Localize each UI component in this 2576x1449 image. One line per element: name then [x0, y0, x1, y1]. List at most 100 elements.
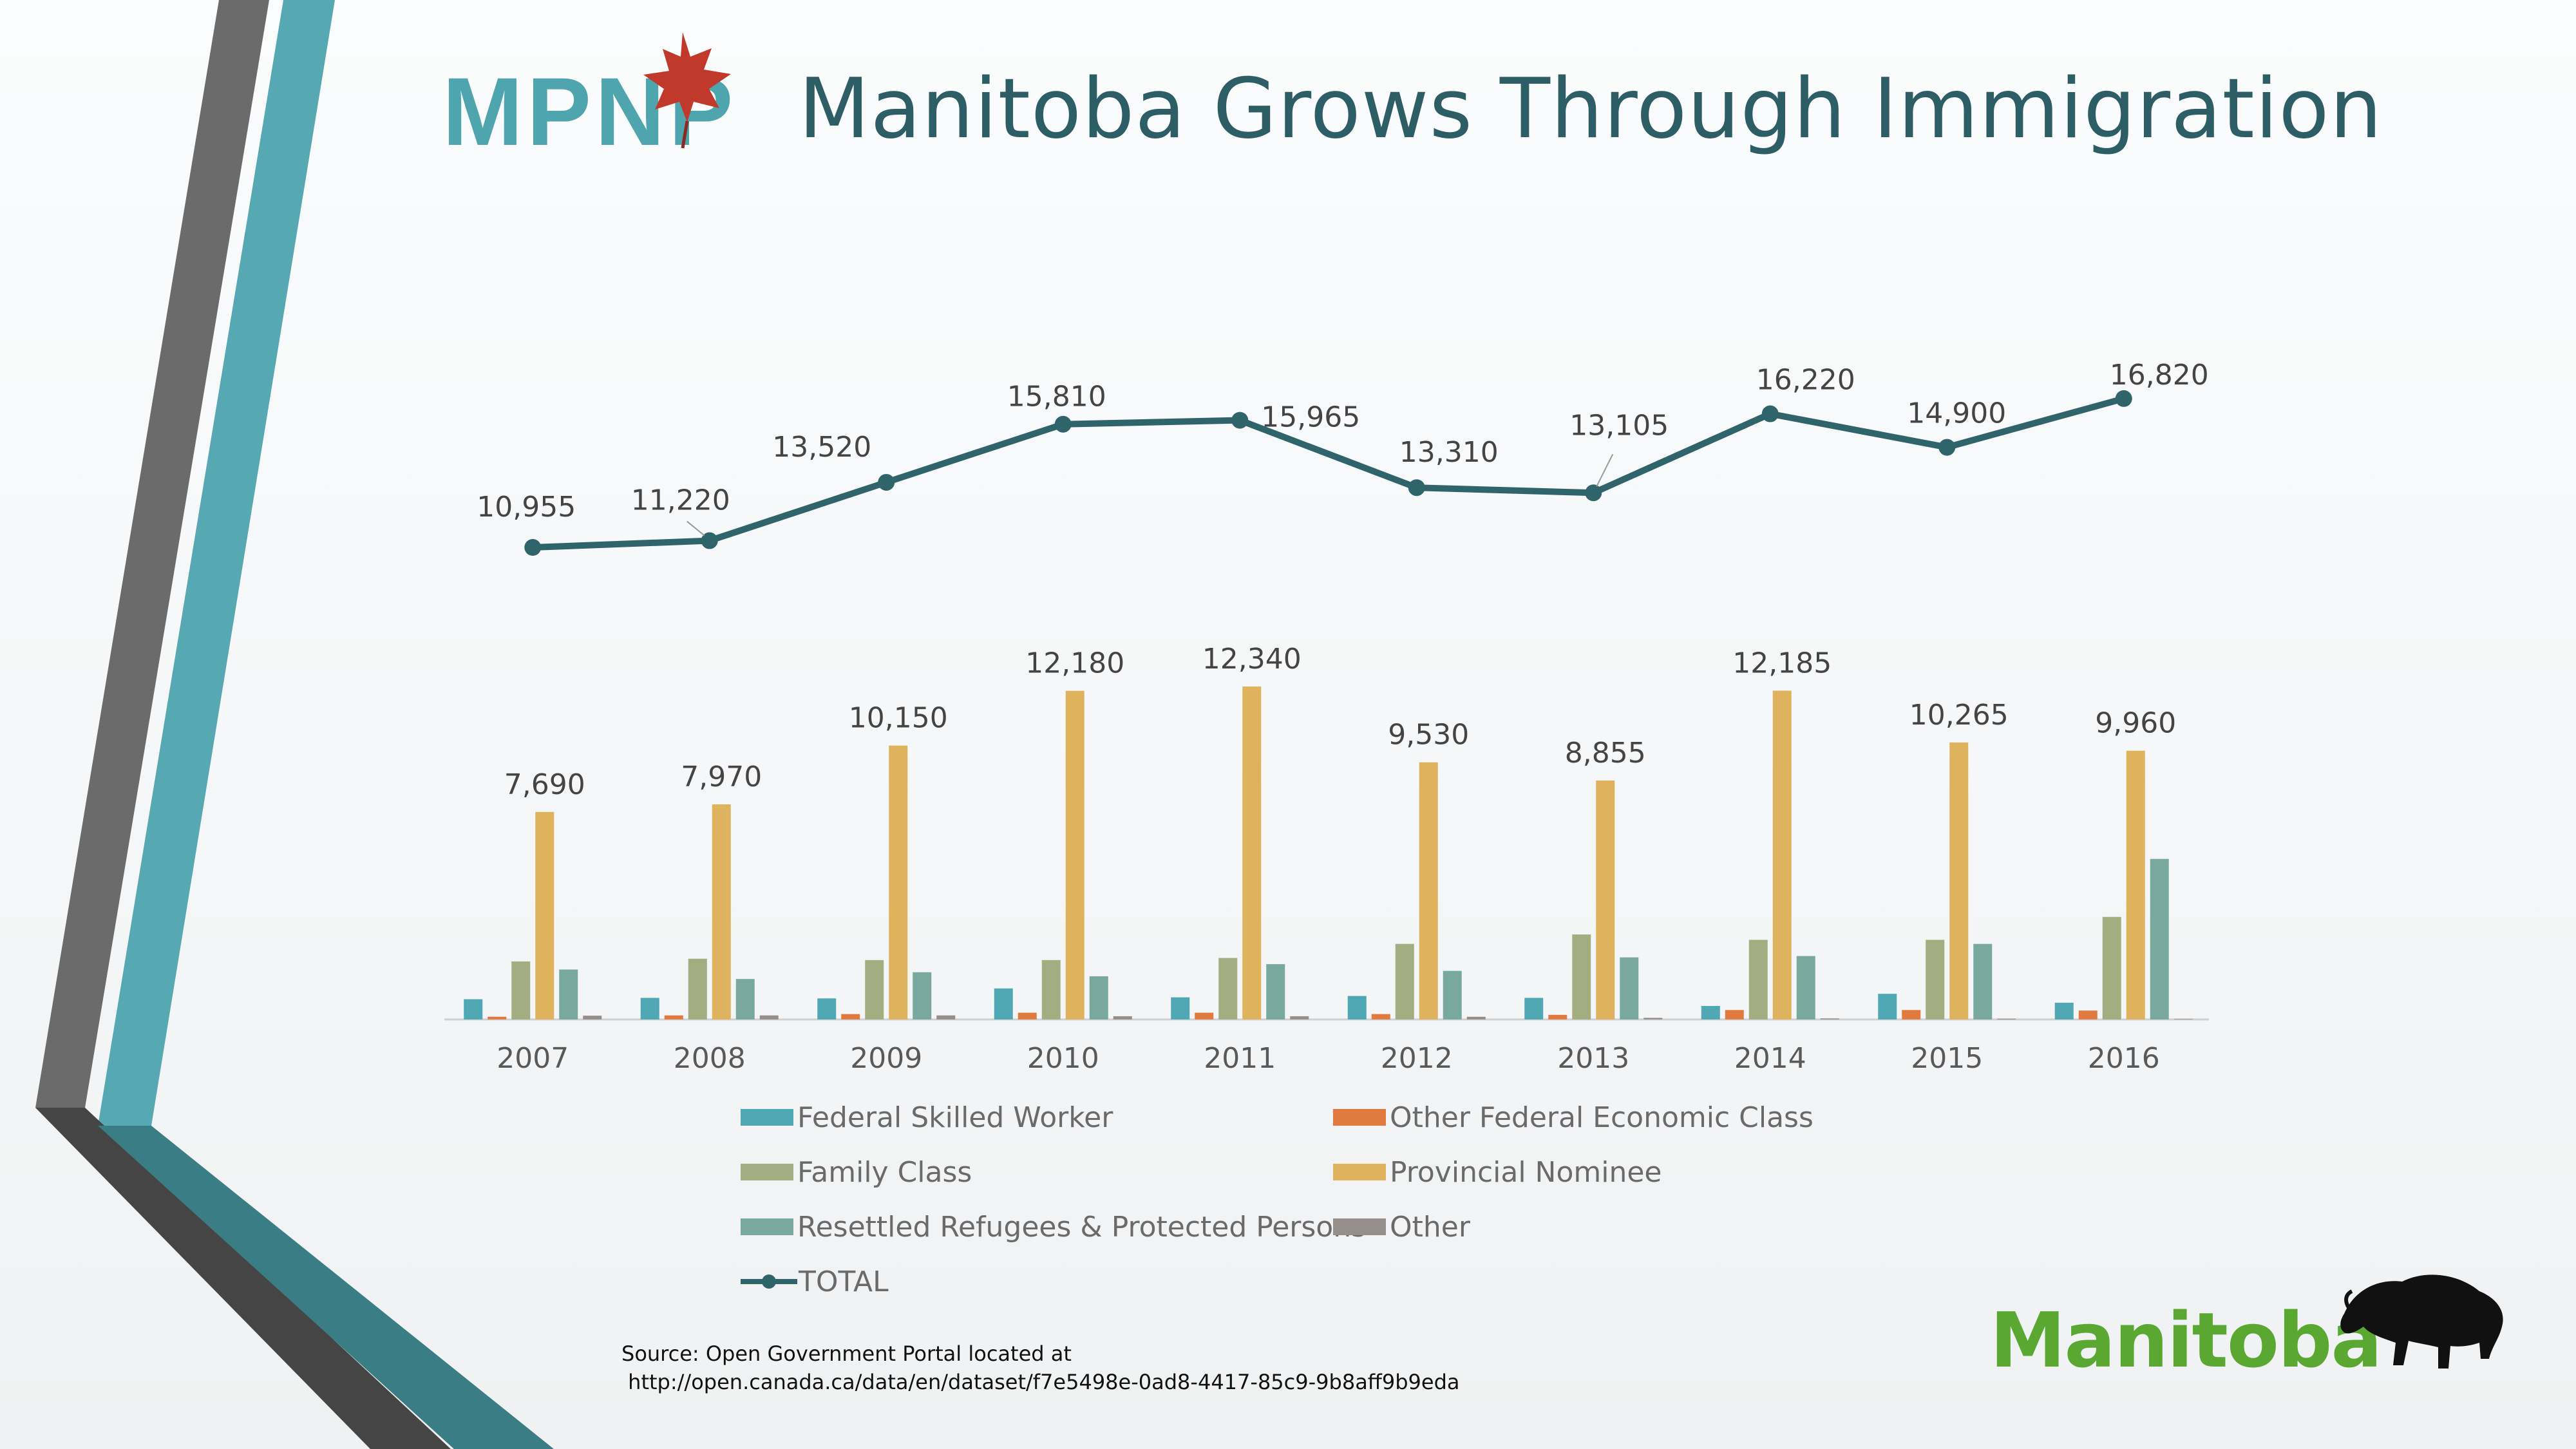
- bar-family-class-2013: [1572, 934, 1591, 1019]
- bar-other-federal-economic-class-2014: [1725, 1010, 1744, 1019]
- bar-other-2008: [759, 1015, 779, 1019]
- bar-other-federal-economic-class-2012: [1371, 1014, 1390, 1019]
- bar-other-federal-economic-class-2007: [488, 1016, 507, 1019]
- total-point-2012: [1408, 479, 1425, 497]
- total-data-label: 13,520: [772, 431, 871, 464]
- x-tick-label: 2013: [1557, 1042, 1629, 1075]
- bar-provincial-nominee-2011: [1242, 686, 1262, 1019]
- legend-label: Federal Skilled Worker: [797, 1101, 1113, 1134]
- bar-federal-skilled-worker-2009: [817, 998, 837, 1019]
- legend-label: Other Federal Economic Class: [1390, 1101, 1814, 1134]
- x-tick-label: 2007: [497, 1042, 569, 1075]
- x-tick-labels: 2007 2008 2009 2010 2011 2012 2013 2014 2015 2016: [497, 1042, 2159, 1075]
- bar-data-label: 12,180: [1025, 647, 1124, 680]
- bar-provincial-nominee-2015: [1949, 742, 1969, 1019]
- bar-provincial-nominee-2016: [2126, 750, 2145, 1019]
- bar-provincial-nominee-2008: [712, 804, 731, 1019]
- bar-federal-skilled-worker-2013: [1524, 998, 1544, 1019]
- total-point-2011: [1231, 412, 1249, 429]
- bar-federal-skilled-worker-2008: [640, 998, 659, 1019]
- bar-data-label: 10,265: [1909, 699, 2009, 732]
- bar-family-class-2010: [1041, 960, 1061, 1019]
- total-data-label: 11,220: [631, 484, 730, 517]
- bar-provincial-nominee-2013: [1596, 780, 1615, 1019]
- total-data-label: 10,955: [477, 491, 576, 524]
- bar-resettled-refugees-protected-persons-2014: [1796, 956, 1815, 1019]
- bar-other-2012: [1466, 1016, 1486, 1019]
- bars-group: [464, 686, 2193, 1019]
- bar-federal-skilled-worker-2007: [464, 999, 483, 1019]
- bar-other-federal-economic-class-2008: [664, 1015, 683, 1019]
- total-data-label: 13,105: [1569, 409, 1669, 442]
- bar-other-federal-economic-class-2013: [1548, 1014, 1567, 1019]
- legend-swatch: [741, 1218, 793, 1235]
- total-data-label: 13,310: [1399, 436, 1499, 469]
- bar-other-federal-economic-class-2010: [1018, 1012, 1037, 1019]
- bar-resettled-refugees-protected-persons-2013: [1620, 957, 1639, 1019]
- total-data-label: 16,820: [2110, 359, 2209, 392]
- total-data-label: 14,900: [1907, 397, 2006, 430]
- bar-data-label: 8,855: [1565, 737, 1646, 770]
- x-tick-label: 2009: [850, 1042, 922, 1075]
- label-leader-line: [687, 520, 705, 536]
- bar-data-label: 9,530: [1388, 719, 1469, 752]
- legend-label: Family Class: [797, 1155, 972, 1189]
- legend-label: TOTAL: [799, 1265, 889, 1298]
- bar-federal-skilled-worker-2014: [1701, 1006, 1720, 1019]
- legend-item-other-federal-economic-class: Other Federal Economic Class: [1333, 1098, 1814, 1137]
- bar-family-class-2007: [511, 961, 531, 1019]
- x-tick-label: 2016: [2088, 1042, 2160, 1075]
- bar-family-class-2008: [688, 958, 707, 1019]
- bar-family-class-2011: [1218, 958, 1238, 1019]
- legend-label: Provincial Nominee: [1390, 1155, 1662, 1189]
- bar-other-2009: [936, 1015, 956, 1019]
- manitoba-logo-text: Manitoba: [1990, 1296, 2381, 1378]
- bar-family-class-2014: [1748, 940, 1768, 1019]
- source-line-1: Source: Open Government Portal located a…: [621, 1341, 1072, 1366]
- bar-federal-skilled-worker-2015: [1878, 994, 1897, 1019]
- total-data-label: 15,810: [1007, 381, 1106, 413]
- bar-provincial-nominee-2009: [889, 745, 908, 1019]
- legend-line-swatch: [741, 1274, 797, 1289]
- legend-item-provincial-nominee: Provincial Nominee: [1333, 1153, 1662, 1191]
- legend-item-other: Other: [1333, 1208, 1470, 1246]
- bar-provincial-nominee-2014: [1772, 690, 1792, 1019]
- bar-family-class-2016: [2102, 916, 2121, 1019]
- teal-stripe-bottom: [98, 1126, 554, 1449]
- bar-federal-skilled-worker-2012: [1347, 996, 1367, 1019]
- page-title: Manitoba Grows Through Immigration: [799, 61, 2383, 157]
- x-tick-label: 2010: [1027, 1042, 1099, 1075]
- x-tick-label: 2008: [674, 1042, 746, 1075]
- total-point-2015: [1938, 439, 1956, 456]
- bar-other-federal-economic-class-2011: [1195, 1012, 1214, 1019]
- bar-family-class-2009: [865, 960, 884, 1019]
- legend-item-federal-skilled-worker: Federal Skilled Worker: [741, 1098, 1113, 1137]
- maple-leaf-stem: [681, 120, 689, 149]
- bar-provincial-nominee-2010: [1065, 690, 1084, 1019]
- legend-swatch: [1333, 1218, 1386, 1235]
- mpnp-logo: MPNP: [442, 32, 733, 166]
- bar-resettled-refugees-protected-persons-2008: [735, 979, 755, 1019]
- bar-other-2014: [1820, 1018, 1839, 1019]
- gray-stripe: [35, 0, 269, 1108]
- bar-resettled-refugees-protected-persons-2015: [1973, 943, 1993, 1019]
- x-tick-label: 2012: [1381, 1042, 1453, 1075]
- gray-stripe-bottom: [35, 1108, 451, 1449]
- bar-data-label: 9,960: [2095, 707, 2176, 740]
- total-point-2009: [878, 473, 895, 491]
- bar-resettled-refugees-protected-persons-2016: [2150, 858, 2169, 1019]
- total-series-line: [533, 395, 2125, 551]
- bar-other-federal-economic-class-2016: [2078, 1010, 2098, 1019]
- bar-labels-group: 7,690 7,970 10,150 12,180 12,340 9,530 8,855 12…: [504, 643, 2176, 801]
- x-tick-label: 2011: [1204, 1042, 1276, 1075]
- bar-federal-skilled-worker-2010: [994, 988, 1013, 1019]
- x-tick-label: 2014: [1734, 1042, 1806, 1075]
- bar-family-class-2012: [1395, 943, 1414, 1019]
- bar-data-label: 12,185: [1732, 647, 1832, 679]
- bar-other-2007: [583, 1016, 602, 1019]
- bar-family-class-2015: [1926, 940, 1945, 1019]
- bar-resettled-refugees-protected-persons-2011: [1266, 964, 1285, 1019]
- bar-data-label: 7,690: [504, 768, 585, 801]
